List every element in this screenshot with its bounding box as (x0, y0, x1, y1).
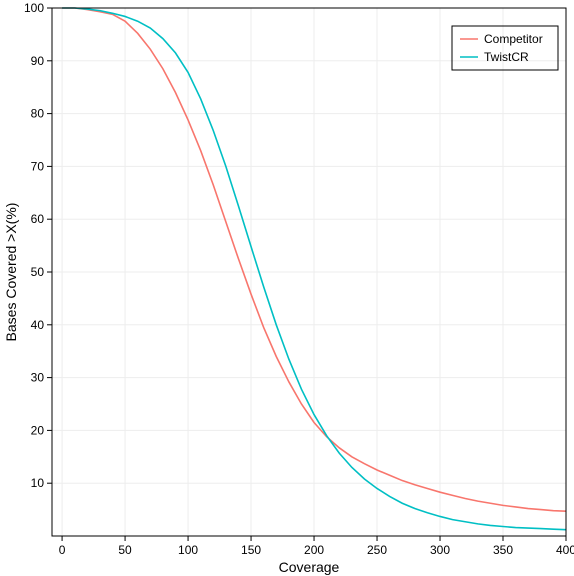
y-tick-label: 20 (31, 423, 45, 437)
chart-svg: 0 50 100 150 200 250 300 350 400 Coverage 10 20 30 40… (0, 0, 574, 576)
x-tick-label: 150 (241, 543, 261, 557)
x-tick-label: 200 (304, 543, 324, 557)
y-axis-label: Bases Covered >X(%) (3, 203, 19, 342)
y-tick-label: 90 (31, 54, 45, 68)
x-tick-label: 0 (59, 543, 66, 557)
x-tick-label: 50 (118, 543, 132, 557)
legend-label: Competitor (484, 32, 543, 46)
y-tick-label: 50 (31, 265, 45, 279)
y-tick-label: 40 (31, 318, 45, 332)
x-tick-label: 350 (493, 543, 513, 557)
x-tick-label: 400 (556, 543, 574, 557)
x-tick-label: 250 (367, 543, 387, 557)
y-tick-label: 10 (31, 476, 45, 490)
y-tick-label: 60 (31, 212, 45, 226)
x-tick-label: 100 (178, 543, 198, 557)
y-tick-label: 30 (31, 371, 45, 385)
chart-background (0, 0, 574, 576)
coverage-chart: 0 50 100 150 200 250 300 350 400 Coverage 10 20 30 40… (0, 0, 574, 576)
y-tick-label: 80 (31, 107, 45, 121)
x-axis-label: Coverage (279, 559, 340, 575)
legend-label: TwistCR (484, 50, 529, 64)
y-tick-label: 70 (31, 159, 45, 173)
y-tick-label: 100 (24, 1, 44, 15)
x-tick-label: 300 (430, 543, 450, 557)
